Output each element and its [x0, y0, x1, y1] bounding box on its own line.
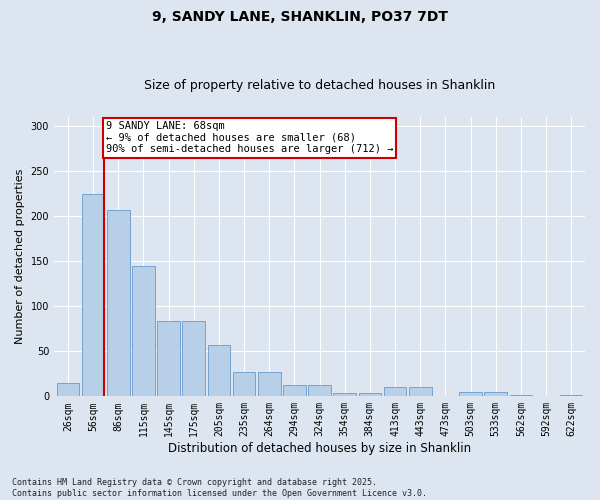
Y-axis label: Number of detached properties: Number of detached properties: [15, 169, 25, 344]
Bar: [409, 388, 431, 396]
Bar: [459, 392, 482, 396]
Bar: [383, 388, 406, 396]
X-axis label: Distribution of detached houses by size in Shanklin: Distribution of detached houses by size …: [168, 442, 471, 455]
Bar: [258, 372, 281, 396]
Bar: [560, 394, 583, 396]
Bar: [283, 384, 305, 396]
Bar: [308, 384, 331, 396]
Bar: [334, 392, 356, 396]
Bar: [82, 194, 104, 396]
Bar: [182, 322, 205, 396]
Bar: [233, 372, 256, 396]
Bar: [56, 383, 79, 396]
Text: 9 SANDY LANE: 68sqm
← 9% of detached houses are smaller (68)
90% of semi-detache: 9 SANDY LANE: 68sqm ← 9% of detached hou…: [106, 122, 393, 154]
Bar: [484, 392, 507, 396]
Bar: [208, 345, 230, 397]
Title: Size of property relative to detached houses in Shanklin: Size of property relative to detached ho…: [144, 79, 495, 92]
Bar: [107, 210, 130, 396]
Bar: [157, 322, 180, 396]
Text: Contains HM Land Registry data © Crown copyright and database right 2025.
Contai: Contains HM Land Registry data © Crown c…: [12, 478, 427, 498]
Text: 9, SANDY LANE, SHANKLIN, PO37 7DT: 9, SANDY LANE, SHANKLIN, PO37 7DT: [152, 10, 448, 24]
Bar: [132, 266, 155, 396]
Bar: [359, 392, 381, 396]
